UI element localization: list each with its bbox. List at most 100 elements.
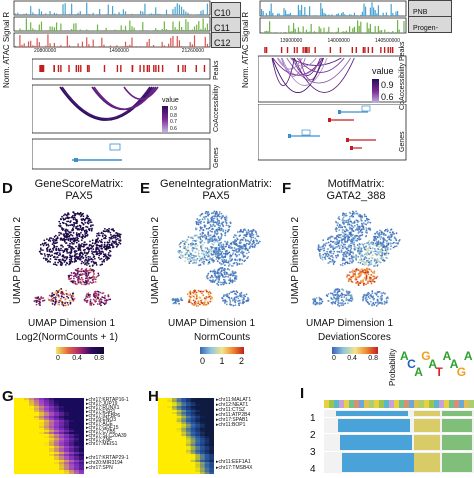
heatmap-cell	[167, 440, 172, 442]
umap-point	[377, 265, 379, 267]
umap-point	[336, 230, 338, 232]
signal-bar	[298, 27, 299, 33]
umap-point	[91, 269, 93, 271]
umap-point	[92, 279, 94, 281]
umap-point	[340, 227, 342, 229]
umap-point	[238, 303, 240, 305]
heatmap-cell	[158, 400, 163, 402]
heatmap-cell	[49, 444, 54, 446]
heatmap-cell	[181, 430, 186, 432]
heatmap-cell	[172, 410, 177, 412]
heatmap-cell	[59, 436, 64, 438]
umap-point	[200, 241, 202, 243]
signal-bar	[114, 30, 115, 31]
umap-title-f: MotifMatrix:GATA2_388	[288, 178, 424, 202]
umap-point	[341, 250, 343, 252]
peak-mark	[302, 47, 303, 53]
heatmap-cell	[64, 416, 69, 418]
umap-point	[378, 261, 380, 263]
umap-point	[70, 220, 72, 222]
umap-point	[84, 222, 86, 224]
umap-point	[239, 293, 241, 295]
signal-bar	[319, 15, 320, 16]
heatmap-cell	[44, 428, 49, 430]
umap-point	[353, 222, 355, 224]
signal-bar	[288, 25, 289, 33]
heatmap-cell	[205, 430, 210, 432]
heatmap-cell	[49, 420, 54, 422]
heatmap-cell	[74, 410, 79, 412]
umap-panel-d: GeneScoreMatrix:PAX5 UMAP Dimension 2 UM…	[14, 176, 144, 376]
umap-point	[241, 246, 243, 248]
umap-point	[236, 237, 238, 239]
heatmap-cell	[79, 404, 84, 406]
heatmap-cell	[29, 420, 34, 422]
heatmap-cell	[59, 458, 64, 460]
heatmap-cell	[19, 436, 24, 438]
umap-point	[399, 239, 401, 241]
heatmap-cell	[79, 418, 84, 420]
heatmap-cell	[205, 418, 210, 420]
umap-point	[59, 260, 61, 262]
umap-point	[381, 233, 383, 235]
signal-bar	[32, 28, 33, 31]
heatmap-row-label: ▸chr17:SPN	[86, 466, 113, 471]
umap-point	[322, 245, 324, 247]
umap-point	[368, 265, 370, 267]
signal-bar	[397, 20, 398, 33]
umap-point	[346, 215, 348, 217]
heatmap-cell	[181, 410, 186, 412]
umap-point	[337, 299, 339, 301]
signal-bar	[131, 38, 132, 47]
umap-point	[247, 240, 249, 242]
heatmap-cell	[181, 412, 186, 414]
umap-point	[338, 294, 340, 296]
signal-bar	[142, 22, 143, 31]
umap-point	[391, 234, 393, 236]
heatmap-cell	[186, 430, 191, 432]
umap-point	[366, 275, 368, 277]
umap-point	[60, 299, 62, 301]
heatmap-cell	[59, 442, 64, 444]
heatmap-cell	[19, 462, 24, 464]
umap-point	[188, 244, 190, 246]
umap-point	[230, 291, 232, 293]
umap-point	[352, 213, 354, 215]
umap-point	[213, 222, 215, 224]
heatmap-cell	[49, 434, 54, 436]
heatmap-cell	[54, 450, 59, 452]
signal-bar	[54, 13, 55, 15]
heatmap-cell	[34, 438, 39, 440]
umap-point	[348, 254, 350, 256]
umap-point	[365, 224, 367, 226]
umap-point	[210, 246, 212, 248]
signal-bar	[54, 43, 55, 47]
signal-bar	[351, 32, 352, 33]
umap-point	[355, 279, 357, 281]
heatmap-cell	[64, 426, 69, 428]
heatmap-cell	[59, 444, 64, 446]
umap-point	[55, 259, 57, 261]
signal-bar	[116, 30, 117, 31]
umap-point	[205, 225, 207, 227]
heatmap-cell	[19, 418, 24, 420]
umap-point	[229, 252, 231, 254]
umap-point	[103, 261, 105, 263]
umap-point	[88, 263, 90, 265]
umap-point	[335, 237, 337, 239]
heatmap-cell	[195, 408, 200, 410]
umap-point	[188, 236, 190, 238]
umap-point	[366, 218, 368, 220]
umap-point	[238, 235, 240, 237]
umap-point	[119, 237, 121, 239]
umap-point	[96, 264, 98, 266]
umap-point	[118, 239, 120, 241]
umap-point	[337, 224, 339, 226]
heatmap-cell	[69, 410, 74, 412]
heatmap-cell	[64, 406, 69, 408]
heatmap-cell	[209, 448, 214, 450]
heatmap-cell	[158, 418, 163, 420]
umap-point	[240, 248, 242, 250]
umap-point	[73, 224, 75, 226]
